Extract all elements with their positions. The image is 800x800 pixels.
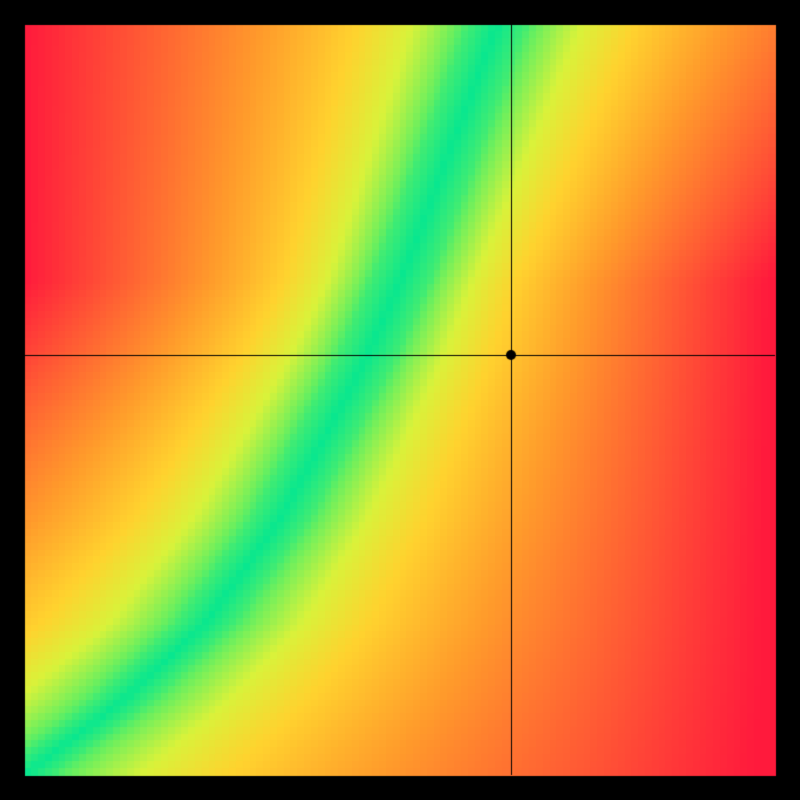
bottleneck-heatmap-canvas bbox=[0, 0, 800, 800]
chart-container: TheBottleneck.com bbox=[0, 0, 800, 800]
